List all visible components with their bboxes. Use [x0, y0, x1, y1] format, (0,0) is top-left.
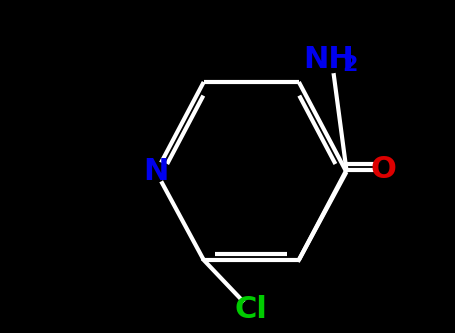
Circle shape — [319, 47, 344, 73]
Text: Cl: Cl — [235, 295, 268, 324]
Circle shape — [241, 300, 261, 320]
Text: 2: 2 — [343, 55, 358, 75]
Circle shape — [375, 162, 391, 178]
Text: N: N — [143, 158, 169, 186]
Text: O: O — [370, 156, 396, 184]
Circle shape — [146, 162, 166, 182]
Text: NH: NH — [303, 46, 354, 75]
